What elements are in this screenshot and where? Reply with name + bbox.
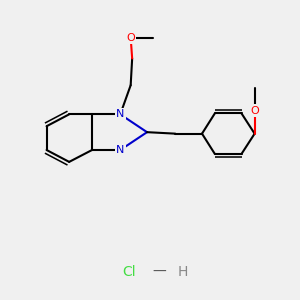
Text: Cl: Cl <box>122 265 136 279</box>
Text: O: O <box>250 106 259 116</box>
Text: O: O <box>126 33 135 43</box>
Text: —: — <box>152 265 166 279</box>
Text: H: H <box>178 265 188 279</box>
Text: N: N <box>116 109 124 119</box>
Text: N: N <box>116 145 124 155</box>
